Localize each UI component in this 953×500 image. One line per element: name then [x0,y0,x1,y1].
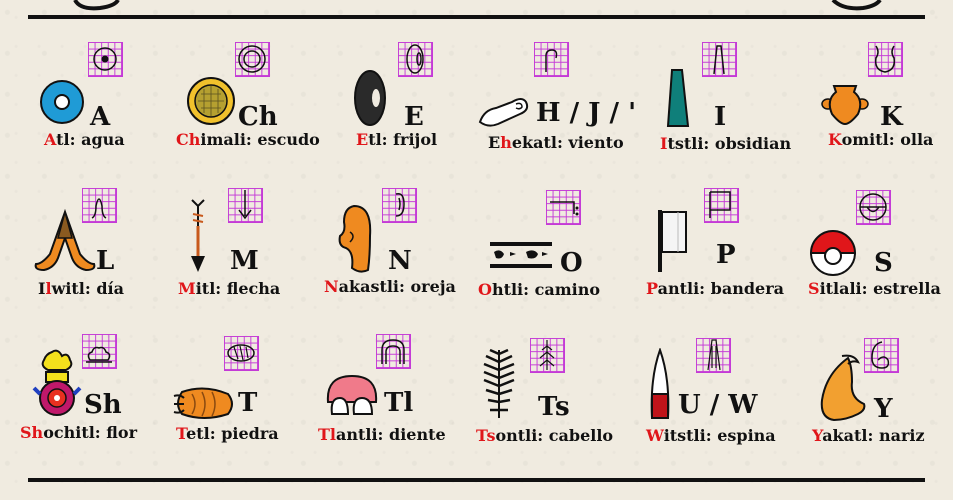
nose-icon [820,354,866,422]
stone-icon [173,387,233,419]
stroke-grid [382,188,417,223]
bean-icon [354,70,386,126]
glyph-word: Komitl: olla [828,130,934,149]
glyph-card-tl: Tl Tlantli: diente [316,328,466,468]
flower-icon [32,349,82,416]
glyph-letter: S [874,248,893,278]
glyph-letter: T [238,388,258,418]
glyph-letter: K [880,102,903,132]
glyph-card-n: N Nakastli: oreja [320,178,470,318]
glyph-word: Mitl: flecha [178,279,281,298]
glyph-word: Tlantli: diente [318,425,446,444]
glyph-card-sh: Sh Shochitl: flor [16,328,166,468]
thorn-icon [650,348,670,419]
day-icon [34,209,96,272]
glyph-card-p: P Pantli: bandera [640,178,790,318]
stroke-grid [856,190,891,225]
glyph-word: Pantli: bandera [646,279,784,298]
glyph-word: Etl: frijol [356,130,438,149]
glyph-letter: U / W [678,390,758,420]
top-rule [28,15,925,19]
glyph-word: Sitlali: estrella [808,279,941,298]
glyph-card-ch: Ch Chimali: escudo [170,30,320,170]
wind-icon [478,98,529,127]
glyph-letter: A [90,102,111,132]
glyph-word: Shochitl: flor [20,423,137,442]
glyph-word: Witstli: espina [646,426,776,445]
stroke-grid [235,42,270,77]
stroke-grid [82,188,117,223]
glyph-letter: Ts [538,392,570,422]
shield-icon [187,77,235,125]
pot-icon [821,85,869,126]
glyph-card-a: A Atl: agua [20,30,170,170]
glyph-word: Ilwitl: día [38,279,124,298]
stroke-grid [702,42,737,77]
glyph-word: Ehekatl: viento [488,133,624,152]
glyph-card-y: Y Yakatl: nariz [800,328,950,468]
glyph-letter: P [716,240,736,270]
glyph-letter: Tl [384,388,414,418]
glyph-letter: L [96,246,115,276]
stroke-grid [224,336,259,371]
glyph-word: Chimali: escudo [176,130,320,149]
glyph-card-uw: U / W Witstli: espina [640,328,790,468]
glyph-card-ts: Ts Tsontli: cabello [476,328,626,468]
glyph-card-k: K Komitl: olla [808,30,953,170]
bottom-rule [28,478,925,482]
glyph-letter: O [560,248,583,278]
glyph-card-t: T Tetl: piedra [170,328,320,468]
stroke-grid [696,338,731,373]
glyph-letter: I [714,102,727,132]
glyph-letter: N [388,246,412,276]
glyph-card-o: O Ohtli: camino [476,178,626,318]
decor-curl-right-icon [831,0,882,11]
road-icon [490,242,552,268]
glyph-card-i: I Itstli: obsidian [640,30,792,170]
glyph-letter: Ch [238,102,278,132]
stroke-grid [376,334,411,369]
glyph-word: Yakatl: nariz [812,426,925,445]
stroke-grid [398,42,433,77]
glyph-card-e: E Etl: frijol [330,30,480,170]
glyph-word: Tsontli: cabello [476,426,614,445]
stroke-grid [864,338,899,373]
glyph-letter: Y [874,394,893,424]
glyph-card-s: S Sitlali: estrella [800,178,950,318]
ear-icon [338,204,372,273]
glyph-letter: Sh [84,390,122,420]
glyph-letter: M [230,246,259,276]
stroke-grid [228,188,263,223]
glyph-word: Tetl: piedra [176,424,279,443]
water-circle-icon [40,80,84,124]
teeth-icon [326,374,378,415]
glyph-card-h: H / J / ' Ehekatl: viento [476,30,636,170]
stroke-grid [704,188,739,223]
stroke-grid [868,42,903,77]
stroke-grid [546,190,581,225]
glyph-letter: H / J / ' [536,98,637,128]
obsidian-icon [666,69,690,127]
glyph-word: Nakastli: oreja [324,277,456,296]
decor-curl-left-icon [73,0,120,11]
glyph-letter: E [404,102,424,132]
hair-icon [483,348,515,418]
stroke-grid [530,338,565,373]
flag-icon [658,210,687,272]
glyph-word: Atl: agua [44,130,125,149]
glyph-card-m: M Mitl: flecha [170,178,320,318]
star-icon [809,230,857,276]
glyph-card-l: L Ilwitl: día [20,178,170,318]
glyph-word: Ohtli: camino [478,280,601,299]
stroke-grid [88,42,123,77]
stroke-grid [82,334,117,369]
stroke-grid [534,42,569,77]
glyph-word: Itstli: obsidian [660,134,792,153]
arrow-icon [191,199,205,272]
